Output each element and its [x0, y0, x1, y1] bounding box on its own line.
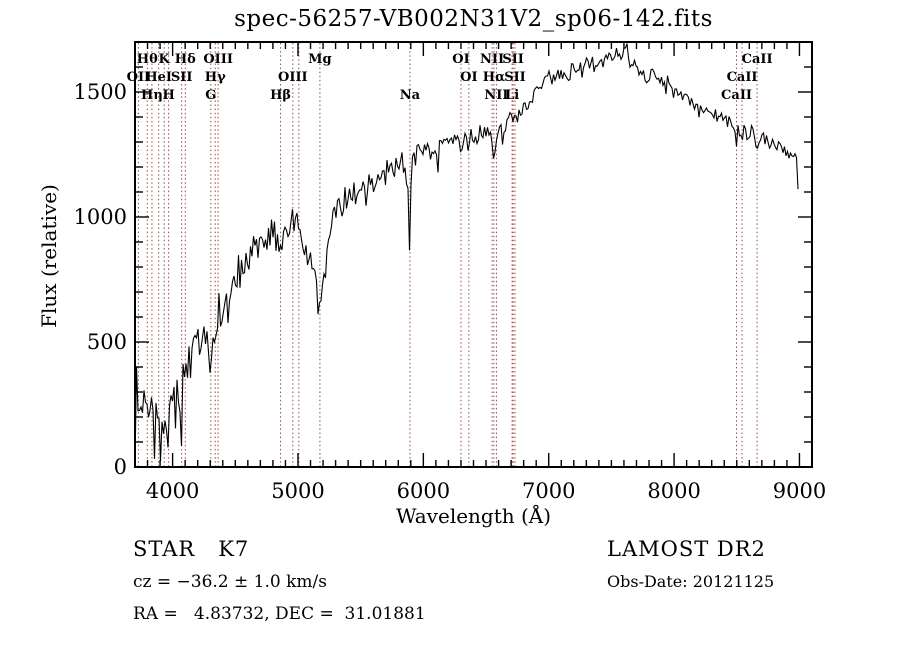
obs-date-label: Obs-Date: 20121125: [607, 572, 775, 591]
spectrum-trace: [134, 43, 799, 466]
spectral-line-label: CaII: [721, 88, 752, 103]
spectral-line-label: OII: [127, 70, 151, 85]
x-tick-label: 8000: [647, 479, 700, 503]
spectral-line-label: OIII: [203, 52, 233, 67]
spectral-line-label: Hβ: [270, 88, 291, 103]
radial-velocity-label: cz = −36.2 ± 1.0 km/s: [133, 572, 327, 592]
spectral-line-label: Hη: [141, 88, 163, 103]
spectral-line-label: HeI: [145, 70, 172, 85]
y-tick-label: 1500: [74, 80, 127, 104]
y-tick-label: 500: [87, 330, 127, 354]
spectral-line-label: Mg: [308, 52, 331, 67]
spectral-line-label: Na: [400, 88, 421, 103]
spectral-line-label: SII: [502, 52, 524, 67]
plot-title: spec-56257-VB002N31V2_sp06-142.fits: [234, 6, 713, 32]
spectral-line-label: CaII: [727, 70, 758, 85]
spectral-line-label: SII: [171, 70, 193, 85]
spectral-line-label: Li: [505, 88, 519, 103]
x-tick-label: 5000: [271, 479, 324, 503]
object-class-label: STAR K7: [133, 537, 250, 561]
spectral-line-label: Hγ: [205, 70, 226, 85]
spectral-line-label: OI: [460, 70, 477, 85]
spectral-line-label: K: [159, 52, 171, 67]
spectral-line-label: NII: [480, 52, 504, 67]
spectral-line-label: G: [205, 88, 216, 103]
x-axis-title: Wavelength (Å): [395, 504, 552, 528]
spectral-line-label: Hδ: [175, 52, 196, 67]
x-tick-label: 4000: [146, 479, 199, 503]
spectral-line-label: OI: [452, 52, 469, 67]
spectral-line-label: CaII: [742, 52, 773, 67]
y-tick-label: 0: [114, 455, 127, 479]
spectral-line-label: Hα: [483, 70, 505, 85]
spectral-line-label: Hθ: [137, 52, 158, 67]
ra-dec-label: RA = 4.83732, DEC = 31.01881: [133, 604, 426, 624]
spectral-line-label: OIII: [278, 70, 308, 85]
x-tick-label: 7000: [522, 479, 575, 503]
plot-frame: [134, 41, 813, 468]
spectral-line-label: H: [162, 88, 174, 103]
spectral-line-label: SII: [504, 70, 526, 85]
y-tick-label: 1000: [74, 205, 127, 229]
y-axis-title: Flux (relative): [37, 184, 61, 328]
spectral-line-label: NII: [484, 88, 508, 103]
survey-release-label: LAMOST DR2: [607, 537, 766, 561]
x-tick-label: 6000: [397, 479, 450, 503]
x-tick-label: 9000: [773, 479, 826, 503]
